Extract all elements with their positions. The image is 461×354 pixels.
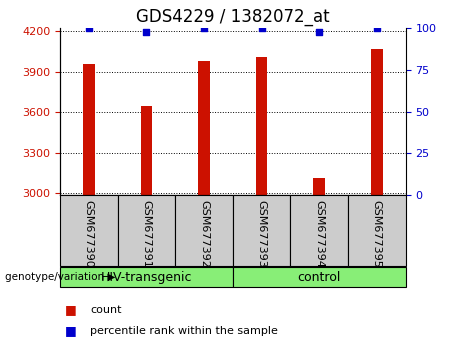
Bar [290, 195, 348, 266]
Point [315, 29, 323, 34]
Text: percentile rank within the sample: percentile rank within the sample [90, 326, 278, 336]
Bar [313, 178, 325, 195]
Text: control: control [297, 270, 341, 284]
Bar [141, 106, 152, 195]
Bar [83, 64, 95, 195]
Text: HIV-transgenic: HIV-transgenic [100, 270, 192, 284]
Point [200, 25, 207, 31]
Text: GSM677392: GSM677392 [199, 200, 209, 268]
Text: ■: ■ [65, 303, 76, 316]
Bar [233, 267, 406, 287]
Bar [60, 195, 118, 266]
Bar [256, 57, 267, 195]
Point [373, 25, 381, 31]
Text: GSM677390: GSM677390 [84, 200, 94, 268]
Bar [60, 267, 233, 287]
Bar [233, 195, 290, 266]
Text: ■: ■ [65, 325, 76, 337]
Text: GSM677395: GSM677395 [372, 200, 382, 268]
Bar [118, 195, 175, 266]
Point [142, 29, 150, 34]
Point [85, 25, 92, 31]
Bar [175, 195, 233, 266]
Bar [198, 62, 210, 195]
Point [258, 25, 266, 31]
Text: GSM677391: GSM677391 [142, 200, 151, 268]
Title: GDS4229 / 1382072_at: GDS4229 / 1382072_at [136, 8, 330, 25]
Text: genotype/variation ▶: genotype/variation ▶ [5, 272, 115, 282]
Text: GSM677393: GSM677393 [257, 200, 266, 268]
Bar [371, 49, 383, 195]
Text: GSM677394: GSM677394 [314, 200, 324, 268]
Bar [348, 195, 406, 266]
Text: count: count [90, 305, 121, 315]
